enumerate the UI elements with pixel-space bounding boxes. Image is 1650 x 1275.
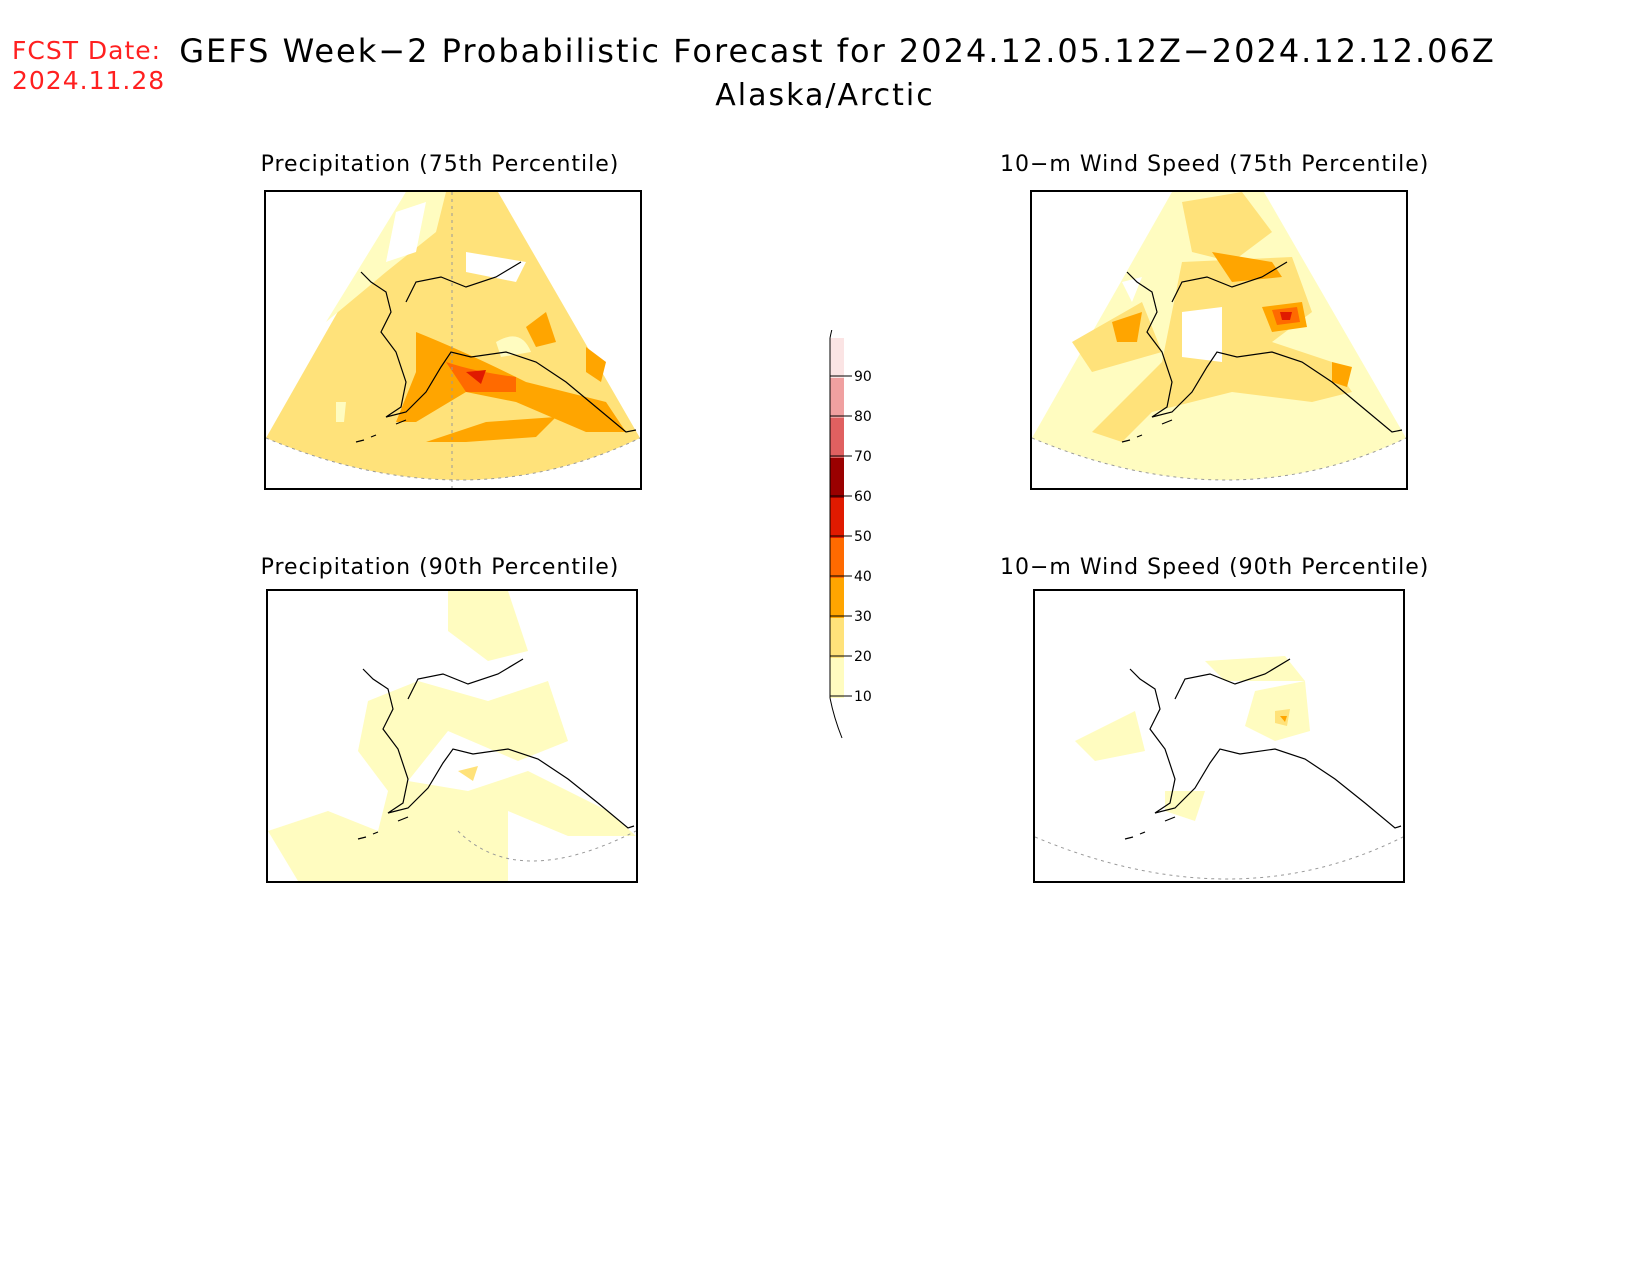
legend-tick-label: 60 <box>854 489 872 505</box>
map-precip-90 <box>266 589 638 883</box>
legend-swatch <box>830 498 844 538</box>
panel-title-precip-75: Precipitation (75th Percentile) <box>260 152 620 177</box>
legend-tick-label: 80 <box>854 409 872 425</box>
page-title: GEFS Week−2 Probabilistic Forecast for 2… <box>179 32 1496 70</box>
legend-swatch <box>830 338 844 378</box>
panel-title-wind-75: 10−m Wind Speed (75th Percentile) <box>1000 152 1430 177</box>
legend-tick-label: 50 <box>854 529 872 545</box>
legend-tick-label: 70 <box>854 449 872 465</box>
legend-tick-label: 30 <box>854 609 872 625</box>
forecast-date-label: FCST Date: <box>12 36 162 65</box>
legend-swatch <box>830 458 844 498</box>
map-precip-75 <box>264 190 642 490</box>
legend-swatch <box>830 578 844 618</box>
panel-title-precip-90: Precipitation (90th Percentile) <box>260 555 620 580</box>
panel-title-wind-90: 10−m Wind Speed (90th Percentile) <box>1000 555 1430 580</box>
legend-swatch <box>830 538 844 578</box>
legend-swatch <box>830 658 844 698</box>
legend-bar: 10 20 30 40 50 60 70 80 90 <box>829 297 872 739</box>
map-wind-75 <box>1030 190 1408 490</box>
color-legend: 10 20 30 40 50 60 70 80 90 <box>818 297 928 750</box>
legend-swatch <box>830 418 844 458</box>
legend-tick-label: 20 <box>854 649 872 665</box>
forecast-date: FCST Date: 2024.11.28 <box>12 36 165 96</box>
map-wind-90 <box>1033 589 1405 883</box>
region-subtitle: Alaska/Arctic <box>715 78 935 113</box>
legend-tick-label: 10 <box>854 689 872 705</box>
forecast-date-value: 2024.11.28 <box>12 66 166 95</box>
legend-tick-label: 40 <box>854 569 872 585</box>
legend-tick-label: 90 <box>854 369 872 385</box>
legend-swatch <box>830 618 844 658</box>
legend-swatch <box>830 378 844 418</box>
